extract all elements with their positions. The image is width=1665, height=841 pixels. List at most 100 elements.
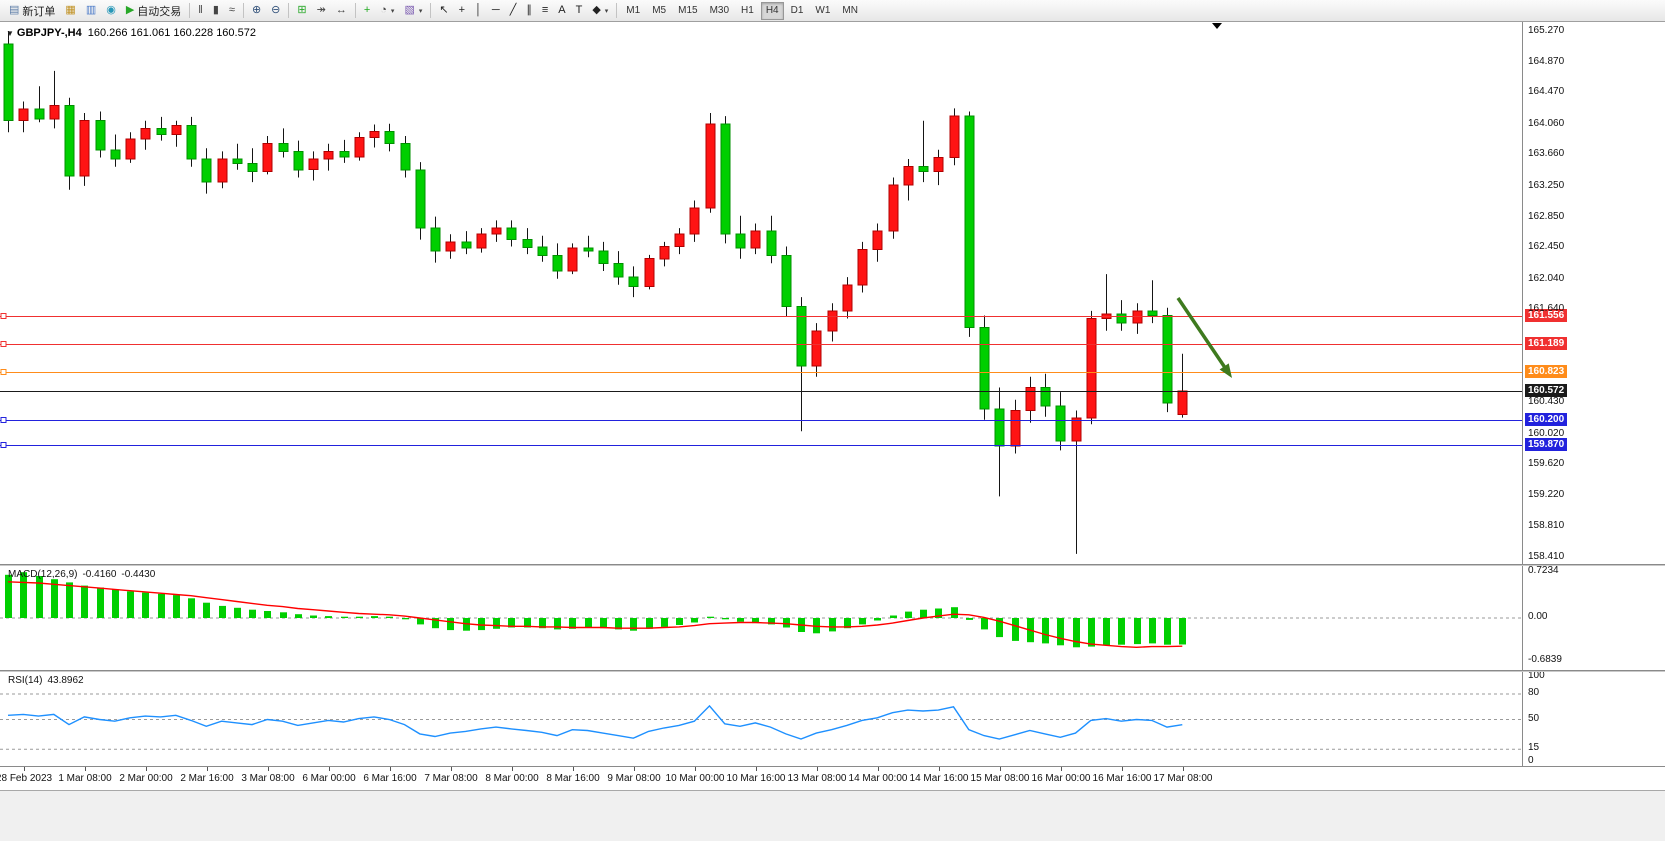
time-axis-tick	[695, 767, 696, 771]
macd-histogram-bar	[371, 616, 378, 618]
zoom-out-button[interactable]: ⊖	[266, 1, 285, 21]
macd-histogram-bar	[1118, 618, 1125, 645]
fibonacci-tool-button[interactable]: ≡	[537, 1, 553, 21]
label-tool-button[interactable]: T	[571, 1, 588, 21]
macd-scale-label: 0.7234	[1528, 565, 1559, 576]
price-axis-label: 162.850	[1528, 210, 1565, 222]
bar-chart-button[interactable]: ‖	[193, 1, 208, 21]
rsi-label: RSI(14) 43.8962	[8, 675, 84, 686]
macd-histogram-bar	[661, 618, 668, 627]
window-background	[0, 790, 1665, 841]
navigator-toggle-button[interactable]: ▦	[60, 1, 80, 21]
macd-histogram-bar	[81, 585, 88, 618]
macd-histogram-bar	[417, 618, 424, 625]
zoom-in-button[interactable]: ⊕	[247, 1, 266, 21]
candle	[1055, 392, 1066, 451]
symbol-dropdown-icon[interactable]: ▼	[6, 29, 14, 38]
bar-chart-icon: ‖	[198, 4, 203, 16]
macd-histogram-bar	[920, 609, 927, 618]
pane-divider[interactable]	[0, 670, 1665, 672]
vertical-line-tool-button[interactable]: │	[470, 1, 487, 21]
candle	[857, 241, 868, 293]
price-axis-label: 164.870	[1528, 55, 1565, 67]
candle	[537, 235, 548, 262]
shapes-tool-button[interactable]: ◆ ▾	[587, 1, 613, 21]
timeframe-m15-button[interactable]: M15	[678, 4, 698, 16]
tile-windows-icon: ⊞	[297, 4, 307, 16]
time-axis-tick	[512, 767, 513, 771]
toolbar-separator	[354, 3, 356, 18]
chart-shift-button[interactable]: ↔	[331, 1, 352, 21]
candle	[1147, 280, 1158, 324]
auto-trading-button[interactable]: ▶ 自动交易	[121, 1, 186, 21]
rsi-pane: RSI(14) 43.8962	[0, 672, 1522, 766]
candle	[293, 140, 304, 178]
toolbar-separator	[430, 3, 432, 18]
timeframe-w1-button[interactable]: W1	[815, 4, 831, 16]
channel-tool-button[interactable]: ∥	[521, 1, 537, 21]
new-order-icon: ▤	[9, 4, 20, 16]
terminal-toggle-button[interactable]: ▥	[81, 1, 101, 21]
candlestick-chart-button[interactable]: ▮	[208, 1, 224, 21]
chart-shift-marker	[1212, 23, 1222, 29]
timeframe-d1-button[interactable]: D1	[790, 4, 804, 16]
trendline-tool-button[interactable]: ╱	[505, 1, 522, 21]
price-axis[interactable]: 161.556 161.189 160.823 160.572 160.200 159.8…	[1522, 22, 1665, 766]
toolbar-separator	[242, 3, 244, 18]
macd-histogram-bar	[1134, 618, 1141, 645]
candle	[918, 120, 929, 183]
resistance-line-1-anchor[interactable]	[0, 313, 7, 319]
macd-histogram-bar	[127, 591, 134, 618]
annotation-arrow[interactable]	[1176, 297, 1232, 378]
resistance-line-2-anchor[interactable]	[0, 341, 7, 347]
pivot-line-anchor[interactable]	[0, 369, 7, 375]
tile-windows-button[interactable]: ⊞	[292, 1, 311, 21]
text-tool-button[interactable]: A	[553, 1, 570, 21]
horizontal-line-tool-button[interactable]: ─	[487, 1, 505, 21]
horizontal-line-tool-icon: ─	[491, 4, 500, 16]
timeframe-m30-button[interactable]: M30	[709, 4, 730, 16]
macd-histogram-bar	[158, 593, 165, 618]
macd-histogram-bar	[264, 611, 271, 618]
timeframe-h4-button[interactable]: H4	[760, 1, 784, 20]
auto-scroll-button[interactable]: ↠	[312, 1, 331, 21]
macd-histogram-bar	[783, 618, 790, 628]
timeframe-h1-button[interactable]: H1	[741, 4, 754, 16]
line-chart-button[interactable]: ≈	[224, 1, 240, 21]
toolbar-separator	[189, 3, 191, 18]
rsi-canvas[interactable]	[0, 672, 1522, 766]
support-line-2-anchor[interactable]	[0, 442, 7, 448]
trendline-tool-icon: ╱	[509, 4, 517, 16]
pane-divider[interactable]	[0, 564, 1665, 566]
crosshair-tool-button[interactable]: +	[454, 1, 470, 21]
macd-canvas[interactable]	[0, 566, 1522, 670]
time-axis-label: 14 Mar 00:00	[848, 773, 908, 784]
new-order-button[interactable]: ▤ 新订单	[4, 1, 60, 21]
cursor-tool-button[interactable]: ↖	[434, 1, 453, 21]
support-line-1-anchor[interactable]	[0, 417, 7, 423]
timeframe-m5-button[interactable]: M5	[652, 4, 667, 16]
candle	[735, 215, 746, 259]
periods-button[interactable]: ◔ ▾	[375, 1, 399, 21]
timeframe-m1-button[interactable]: M1	[626, 4, 641, 16]
indicators-button[interactable]: +	[359, 1, 375, 21]
zoom-out-icon: ⊖	[271, 4, 281, 16]
time-axis[interactable]: 28 Feb 2023 1 Mar 08:00 2 Mar 00:00 2 Mar 1…	[0, 766, 1665, 790]
strategy-tester-toggle-button[interactable]: ◉	[101, 1, 121, 21]
channel-tool-icon: ∥	[526, 4, 532, 16]
candle	[1071, 410, 1082, 554]
candle	[415, 162, 426, 240]
timeframe-mn-button[interactable]: MN	[842, 4, 858, 16]
candle	[491, 220, 502, 242]
macd-histogram-bar	[203, 602, 210, 618]
templates-button[interactable]: ▧ ▾	[399, 1, 427, 21]
candle	[842, 277, 853, 319]
main-chart-canvas[interactable]	[0, 22, 1522, 564]
macd-histogram-bar	[539, 618, 546, 629]
candle	[598, 241, 609, 271]
price-axis-label: 164.060	[1528, 117, 1565, 129]
macd-histogram-bar	[51, 579, 58, 618]
macd-histogram-bar	[1042, 618, 1049, 644]
candle	[156, 116, 167, 141]
